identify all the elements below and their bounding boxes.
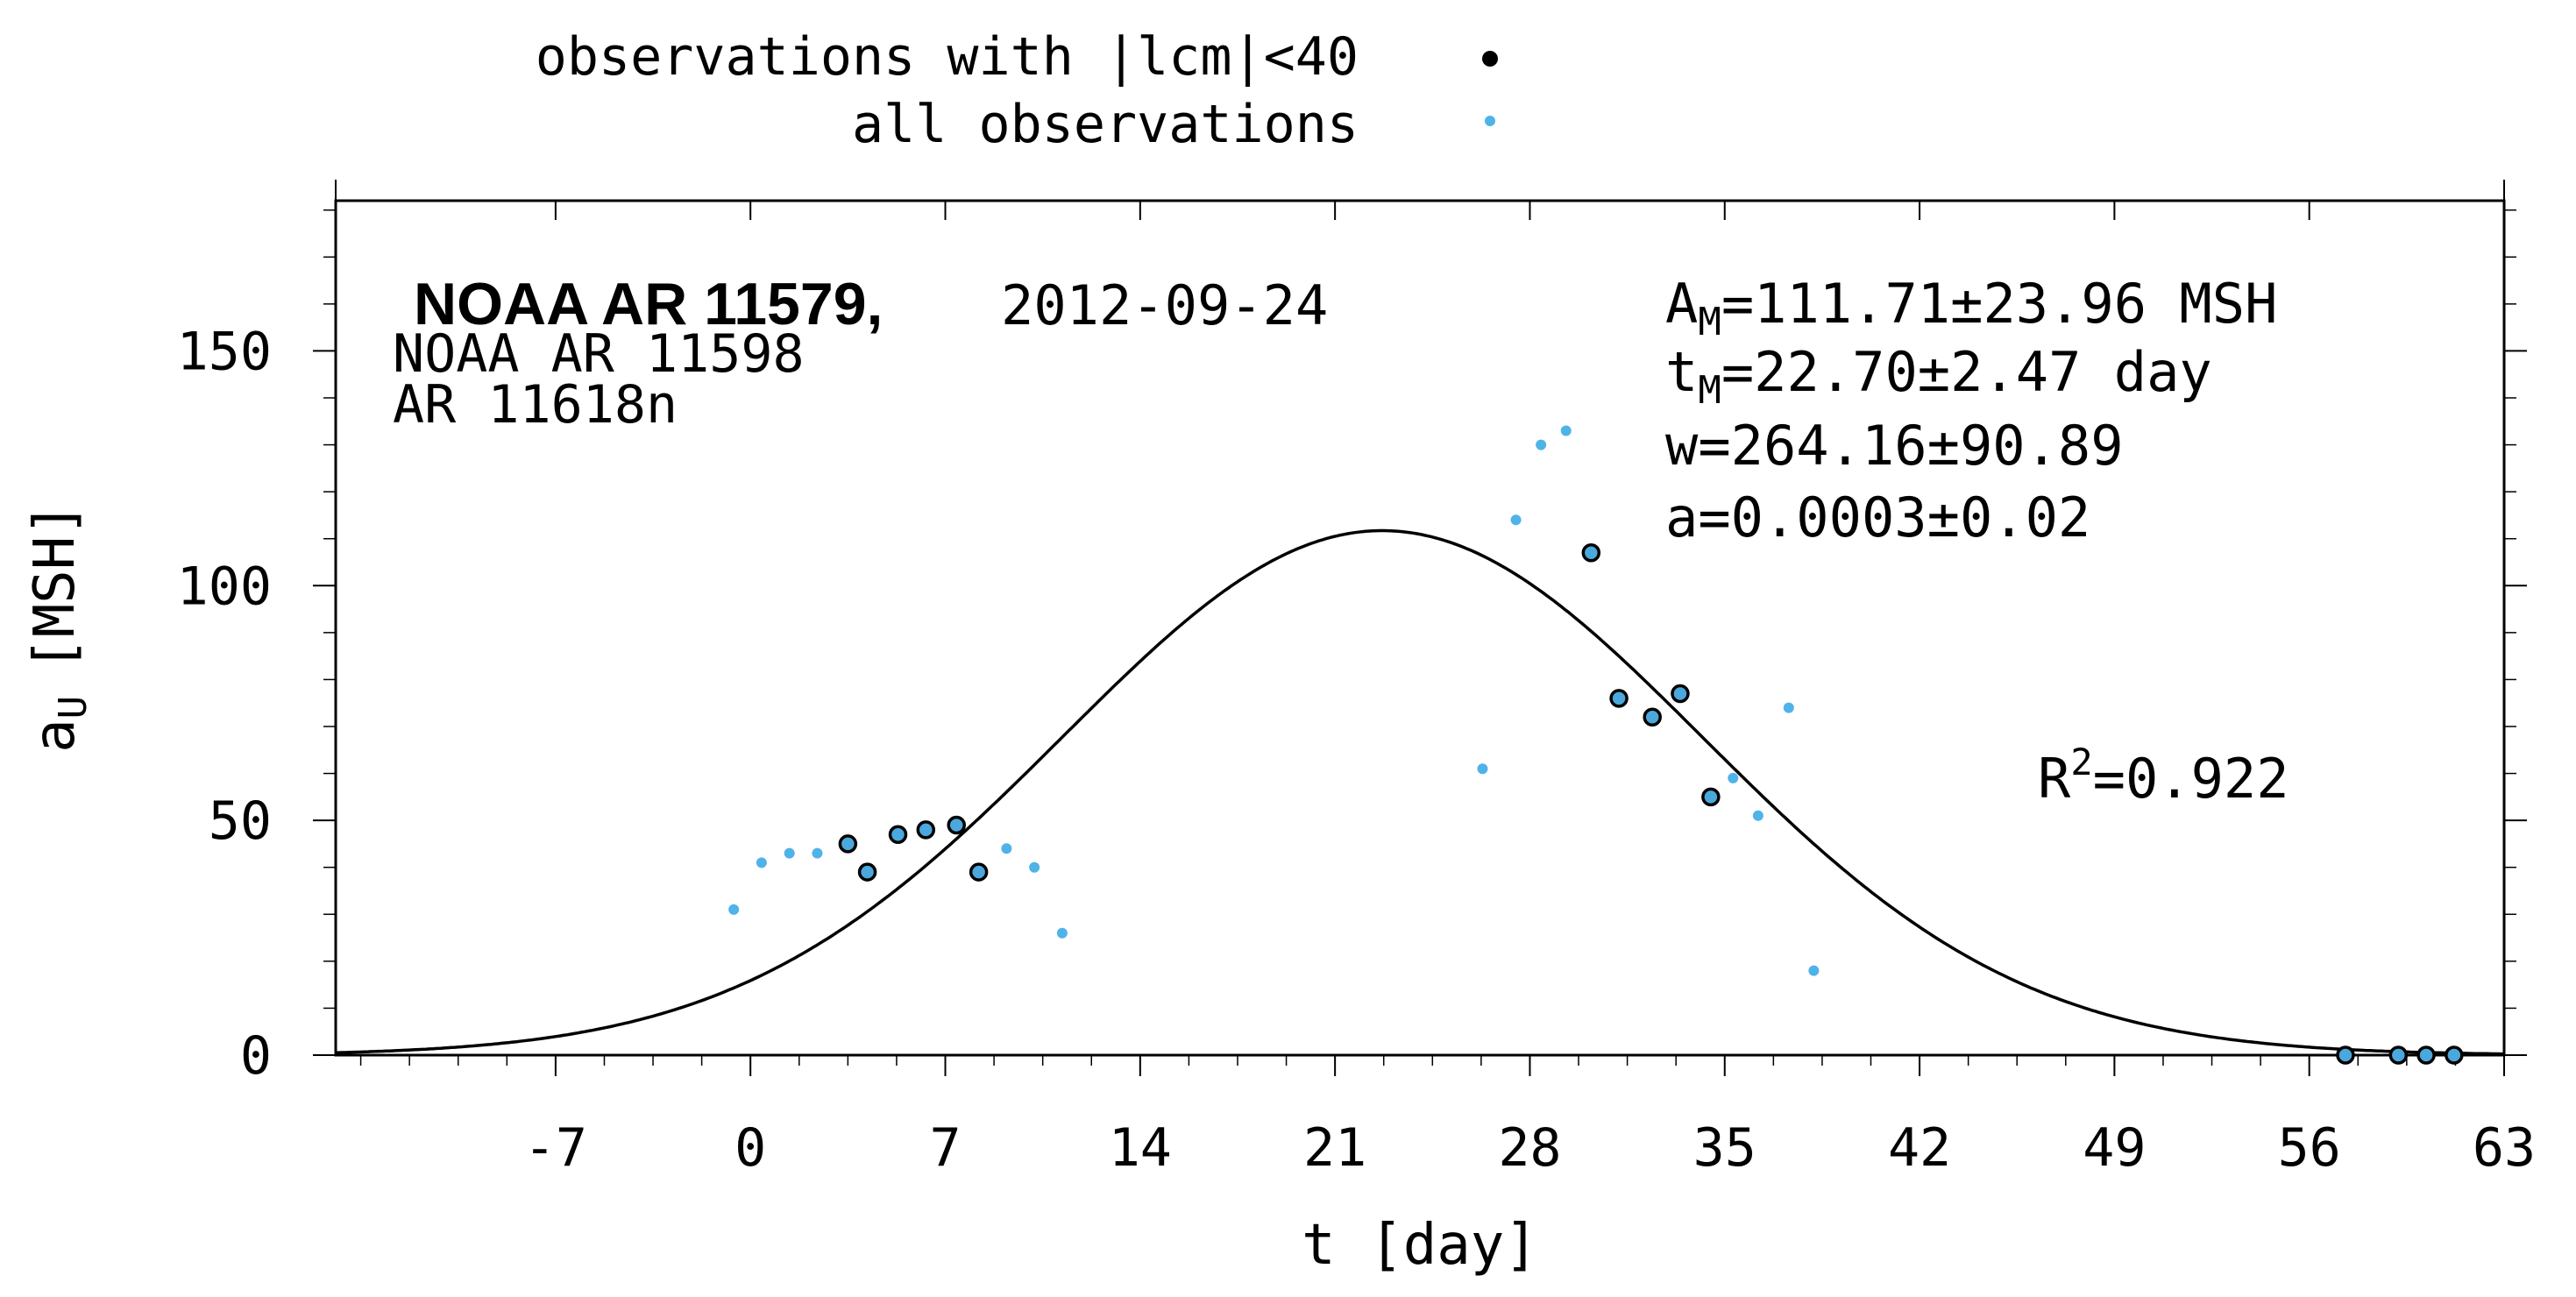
axis-ticks bbox=[313, 201, 2527, 1076]
param-tM-prefix: t bbox=[1665, 340, 1698, 404]
filtered-observation-point bbox=[888, 825, 908, 844]
filtered-observation-point bbox=[2336, 1045, 2355, 1065]
all-observation-point bbox=[1808, 965, 1820, 976]
x-tick-label: 7 bbox=[929, 1117, 961, 1179]
filtered-observation-point bbox=[1581, 543, 1601, 563]
all-observation-point bbox=[1560, 425, 1572, 436]
param-tM-value: =22.70±2.47 day bbox=[1721, 340, 2212, 404]
y-tick-label: 150 bbox=[177, 321, 272, 382]
filtered-observation-point bbox=[1609, 689, 1629, 708]
filtered-observation-point bbox=[2445, 1045, 2464, 1065]
filtered-observation-point bbox=[916, 820, 936, 840]
filtered-observation-point bbox=[947, 815, 966, 835]
all-observation-point bbox=[1029, 861, 1040, 873]
filtered-observation-point bbox=[838, 834, 858, 854]
all-observation-point bbox=[1536, 439, 1547, 450]
x-tick-label: 21 bbox=[1303, 1117, 1366, 1179]
filtered-observation-point bbox=[857, 862, 877, 882]
all-observation-point bbox=[1783, 702, 1794, 713]
subtitle-line-2: AR 11618n bbox=[393, 374, 678, 436]
y-axis-label: aU [MSH] bbox=[23, 502, 96, 753]
x-tick-label: 63 bbox=[2473, 1117, 2536, 1179]
param-tM: tM=22.70±2.47 day bbox=[1665, 340, 2212, 413]
y-axis-label-main: a bbox=[23, 719, 88, 753]
x-tick-label: 42 bbox=[1888, 1117, 1951, 1179]
filtered-observation-point bbox=[2388, 1045, 2409, 1065]
plot-frame bbox=[334, 199, 2506, 1057]
all-observation-point bbox=[1752, 810, 1763, 821]
subtitle-line-1: NOAA AR 11598 bbox=[393, 323, 805, 385]
param-tM-sub: M bbox=[1698, 368, 1721, 413]
chart-title: NOAA AR 11579, bbox=[414, 271, 883, 337]
filtered-observation-point bbox=[1701, 787, 1721, 807]
filtered-observation-point bbox=[1643, 707, 1662, 727]
filtered-observation-point bbox=[1671, 684, 1690, 704]
x-axis-label: t [day] bbox=[1302, 1213, 1538, 1278]
legend-label-all: all observations bbox=[852, 94, 1359, 155]
r-squared-sup: 2 bbox=[2070, 741, 2092, 783]
x-tick-label: 14 bbox=[1109, 1117, 1172, 1179]
all-observation-point bbox=[1477, 763, 1488, 775]
y-axis-label-sub: U bbox=[51, 696, 96, 719]
x-tick-label: 35 bbox=[1693, 1117, 1756, 1179]
param-AM-sub: M bbox=[1698, 300, 1721, 344]
all-observation-point bbox=[784, 847, 795, 859]
all-observation-point bbox=[1510, 514, 1522, 526]
fit-parameters: AM=111.71±23.96 MSH tM=22.70±2.47 day w=… bbox=[1665, 272, 2289, 811]
x-tick-label: 56 bbox=[2278, 1117, 2341, 1179]
y-tick-label: 0 bbox=[240, 1025, 272, 1087]
x-tick-label: 28 bbox=[1498, 1117, 1561, 1179]
param-w: w=264.16±90.89 bbox=[1665, 414, 2124, 478]
title-block: NOAA AR 11579, 2012-09-24 NOAA AR 11598 … bbox=[393, 271, 1328, 436]
chart-date: 2012-09-24 bbox=[1001, 273, 1328, 337]
all-observation-point bbox=[728, 904, 740, 915]
x-tick-label: -7 bbox=[524, 1117, 587, 1179]
y-tick-label: 100 bbox=[177, 556, 272, 617]
param-AM-value: =111.71±23.96 MSH bbox=[1721, 272, 2278, 336]
param-AM-prefix: A bbox=[1665, 272, 1698, 336]
legend: observations with |lcm|<40 all observati… bbox=[536, 26, 1498, 155]
all-observation-point bbox=[1001, 843, 1012, 854]
y-axis-label-unit: [MSH] bbox=[23, 502, 88, 671]
param-AM: AM=111.71±23.96 MSH bbox=[1665, 272, 2277, 344]
data-points bbox=[728, 425, 2464, 1065]
fit-curve bbox=[335, 528, 2504, 1056]
axis-tick-labels: -7 0 7 14 21 28 35 42 49 56 63 0 50 100 150 bbox=[177, 321, 2537, 1179]
r-squared: R2=0.922 bbox=[2038, 741, 2289, 811]
legend-marker-filtered bbox=[1482, 51, 1498, 67]
r-squared-prefix: R bbox=[2038, 747, 2071, 811]
x-tick-label: 49 bbox=[2083, 1117, 2146, 1179]
y-tick-label: 50 bbox=[209, 790, 272, 852]
legend-marker-all bbox=[1485, 116, 1495, 126]
all-observation-point bbox=[1056, 927, 1068, 939]
param-a: a=0.0003±0.02 bbox=[1665, 485, 2090, 549]
all-observation-point bbox=[812, 847, 823, 859]
filtered-observation-point bbox=[2416, 1045, 2436, 1065]
all-observation-point bbox=[1728, 772, 1739, 783]
all-observation-point bbox=[756, 857, 767, 868]
svg-text:aU[MSH]: aU [MSH] bbox=[23, 502, 96, 753]
filtered-observation-point bbox=[969, 862, 989, 882]
r-squared-value: =0.922 bbox=[2093, 747, 2289, 811]
legend-label-filtered: observations with |lcm|<40 bbox=[536, 26, 1359, 88]
x-tick-label: 0 bbox=[734, 1117, 766, 1179]
